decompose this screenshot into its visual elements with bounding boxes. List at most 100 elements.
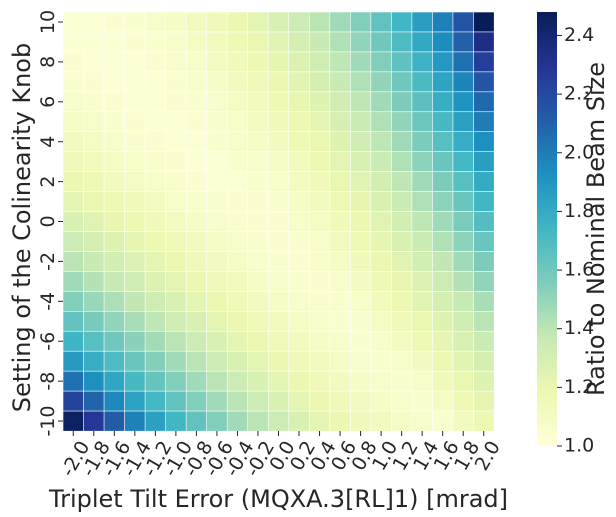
heatmap-cell — [391, 231, 413, 252]
heatmap-cell — [452, 330, 474, 352]
heatmap-cell — [206, 211, 228, 232]
heatmap-cell — [103, 211, 126, 232]
heatmap-cell — [185, 310, 208, 332]
heatmap-cell — [206, 231, 228, 252]
heatmap-cell — [329, 51, 351, 73]
heatmap-cell — [165, 251, 187, 272]
heatmap-cell — [62, 51, 85, 73]
heatmap-cell — [329, 131, 351, 153]
heatmap-cell — [350, 11, 372, 33]
heatmap-cell — [308, 330, 331, 352]
heatmap-cell — [124, 111, 146, 133]
heatmap-cell — [165, 350, 187, 372]
heatmap-cell — [452, 350, 474, 372]
heatmap-cell — [452, 310, 474, 332]
heatmap-cell — [350, 390, 372, 412]
heatmap-cell — [288, 151, 310, 173]
heatmap-cell — [83, 330, 105, 352]
heatmap-cell — [165, 231, 187, 252]
heatmap-cell — [391, 91, 413, 113]
heatmap-cell — [308, 291, 331, 312]
heatmap-cell — [288, 91, 310, 113]
heatmap-cell — [267, 211, 290, 232]
heatmap-cell — [124, 31, 146, 53]
heatmap-cell — [411, 51, 433, 73]
heatmap-cell — [267, 410, 290, 432]
heatmap-cell — [267, 151, 290, 173]
heatmap-cell — [144, 231, 167, 252]
heatmap-cell — [144, 151, 167, 173]
heatmap-cell — [411, 271, 433, 292]
heatmap-cell — [83, 370, 105, 392]
heatmap-cell — [62, 231, 85, 252]
heatmap-cell — [62, 410, 85, 432]
heatmap-cell — [185, 410, 208, 432]
heatmap-cell — [473, 31, 495, 53]
y-tick-label: -8 — [37, 372, 59, 391]
heatmap-cell — [83, 310, 105, 332]
heatmap-cell — [308, 51, 331, 73]
heatmap-cell — [124, 51, 146, 73]
heatmap-cell — [329, 11, 351, 33]
heatmap-cell — [103, 171, 126, 193]
heatmap-cell — [267, 310, 290, 332]
heatmap-cell — [432, 91, 454, 113]
heatmap-cell — [62, 211, 85, 232]
heatmap-cell — [473, 211, 495, 232]
heatmap-cell — [432, 111, 454, 133]
heatmap-cell — [62, 131, 85, 153]
heatmap-cell — [124, 350, 146, 372]
heatmap-cell — [288, 231, 310, 252]
heatmap-cell — [103, 330, 126, 352]
heatmap-cell — [329, 71, 351, 93]
heatmap-cell — [165, 330, 187, 352]
heatmap-cell — [185, 291, 208, 312]
heatmap-cell — [350, 211, 372, 232]
heatmap-cell — [124, 390, 146, 412]
heatmap-cell — [83, 291, 105, 312]
heatmap-cell — [329, 310, 351, 332]
heatmap-cell — [473, 171, 495, 193]
heatmap-cell — [432, 11, 454, 33]
heatmap-cell — [391, 51, 413, 73]
heatmap-cell — [165, 310, 187, 332]
heatmap-cell — [103, 291, 126, 312]
heatmap-cell — [473, 131, 495, 153]
heatmap-cell — [206, 390, 228, 412]
heatmap-cell — [185, 51, 208, 73]
heatmap-cell — [165, 211, 187, 232]
heatmap-cell — [62, 191, 85, 213]
heatmap-cell — [452, 390, 474, 412]
heatmap-cell — [473, 91, 495, 113]
heatmap-cell — [247, 131, 269, 153]
heatmap-cell — [432, 171, 454, 193]
heatmap-cell — [308, 131, 331, 153]
heatmap-cell — [165, 410, 187, 432]
heatmap-cell — [165, 111, 187, 133]
heatmap-cell — [391, 310, 413, 332]
colorbar: 1.0 1.2 1.4 1.6 1.8 2.0 2.2 2.4 — [537, 12, 594, 457]
colorbar-gradient — [537, 12, 557, 446]
colorbar-tick-label: 1.4 — [564, 317, 594, 339]
x-tick-labels: -2.0-1.8-1.6-1.4-1.2-1.0-0.8-0.6-0.4-0.2… — [57, 431, 505, 480]
heatmap-cell — [432, 191, 454, 213]
heatmap-cell — [473, 231, 495, 252]
heatmap-cell — [206, 51, 228, 73]
heatmap-cell — [411, 310, 433, 332]
heatmap-cell — [288, 271, 310, 292]
heatmap-cell — [124, 231, 146, 252]
heatmap-cell — [452, 111, 474, 133]
heatmap-cell — [165, 91, 187, 113]
heatmap-cell — [288, 251, 310, 272]
heatmap-cell — [144, 310, 167, 332]
heatmap-cell — [144, 11, 167, 33]
heatmap-cell — [350, 111, 372, 133]
heatmap-cell — [267, 271, 290, 292]
heatmap-cell — [329, 370, 351, 392]
heatmap-cell — [185, 151, 208, 173]
heatmap-cell — [452, 291, 474, 312]
heatmap-cell — [206, 111, 228, 133]
heatmap-cell — [452, 131, 474, 153]
heatmap-cell — [473, 310, 495, 332]
heatmap-cell — [288, 111, 310, 133]
